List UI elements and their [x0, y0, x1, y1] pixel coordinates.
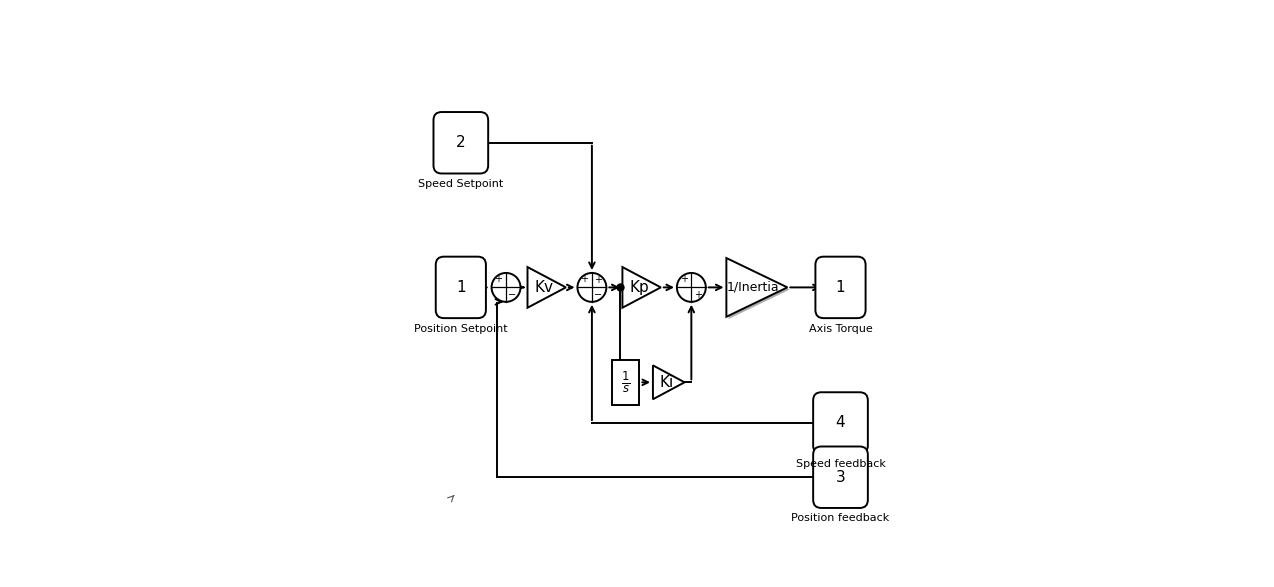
- FancyBboxPatch shape: [813, 447, 868, 508]
- Text: Kv: Kv: [535, 280, 554, 295]
- Text: Kp: Kp: [629, 280, 650, 295]
- FancyBboxPatch shape: [436, 257, 485, 318]
- FancyBboxPatch shape: [815, 257, 865, 318]
- Text: 2: 2: [456, 135, 465, 150]
- Text: +: +: [494, 274, 502, 284]
- Text: $\frac{1}{s}$: $\frac{1}{s}$: [622, 370, 631, 395]
- Text: +: +: [594, 275, 603, 285]
- Text: 1/Inertia: 1/Inertia: [727, 281, 780, 294]
- Text: 1: 1: [456, 280, 465, 295]
- FancyBboxPatch shape: [613, 360, 640, 405]
- Text: +: +: [693, 290, 702, 300]
- Polygon shape: [726, 258, 787, 317]
- Text: Position feedback: Position feedback: [791, 514, 889, 524]
- FancyBboxPatch shape: [433, 112, 488, 174]
- Circle shape: [577, 273, 606, 302]
- Text: +: +: [581, 274, 589, 284]
- Polygon shape: [623, 267, 661, 308]
- FancyBboxPatch shape: [813, 392, 868, 454]
- Text: 3: 3: [836, 470, 846, 485]
- Circle shape: [676, 273, 706, 302]
- Polygon shape: [654, 365, 684, 399]
- Text: Speed Setpoint: Speed Setpoint: [418, 179, 503, 189]
- Circle shape: [492, 273, 521, 302]
- Text: 4: 4: [836, 416, 846, 430]
- Text: −: −: [594, 290, 603, 300]
- Text: +: +: [680, 274, 688, 284]
- Polygon shape: [729, 260, 790, 319]
- Text: Speed feedback: Speed feedback: [795, 459, 885, 469]
- Text: Axis Torque: Axis Torque: [809, 323, 873, 333]
- Text: 1: 1: [836, 280, 846, 295]
- Text: Ki: Ki: [660, 375, 674, 390]
- Text: Position Setpoint: Position Setpoint: [414, 323, 507, 333]
- Polygon shape: [527, 267, 566, 308]
- Text: −: −: [508, 290, 516, 300]
